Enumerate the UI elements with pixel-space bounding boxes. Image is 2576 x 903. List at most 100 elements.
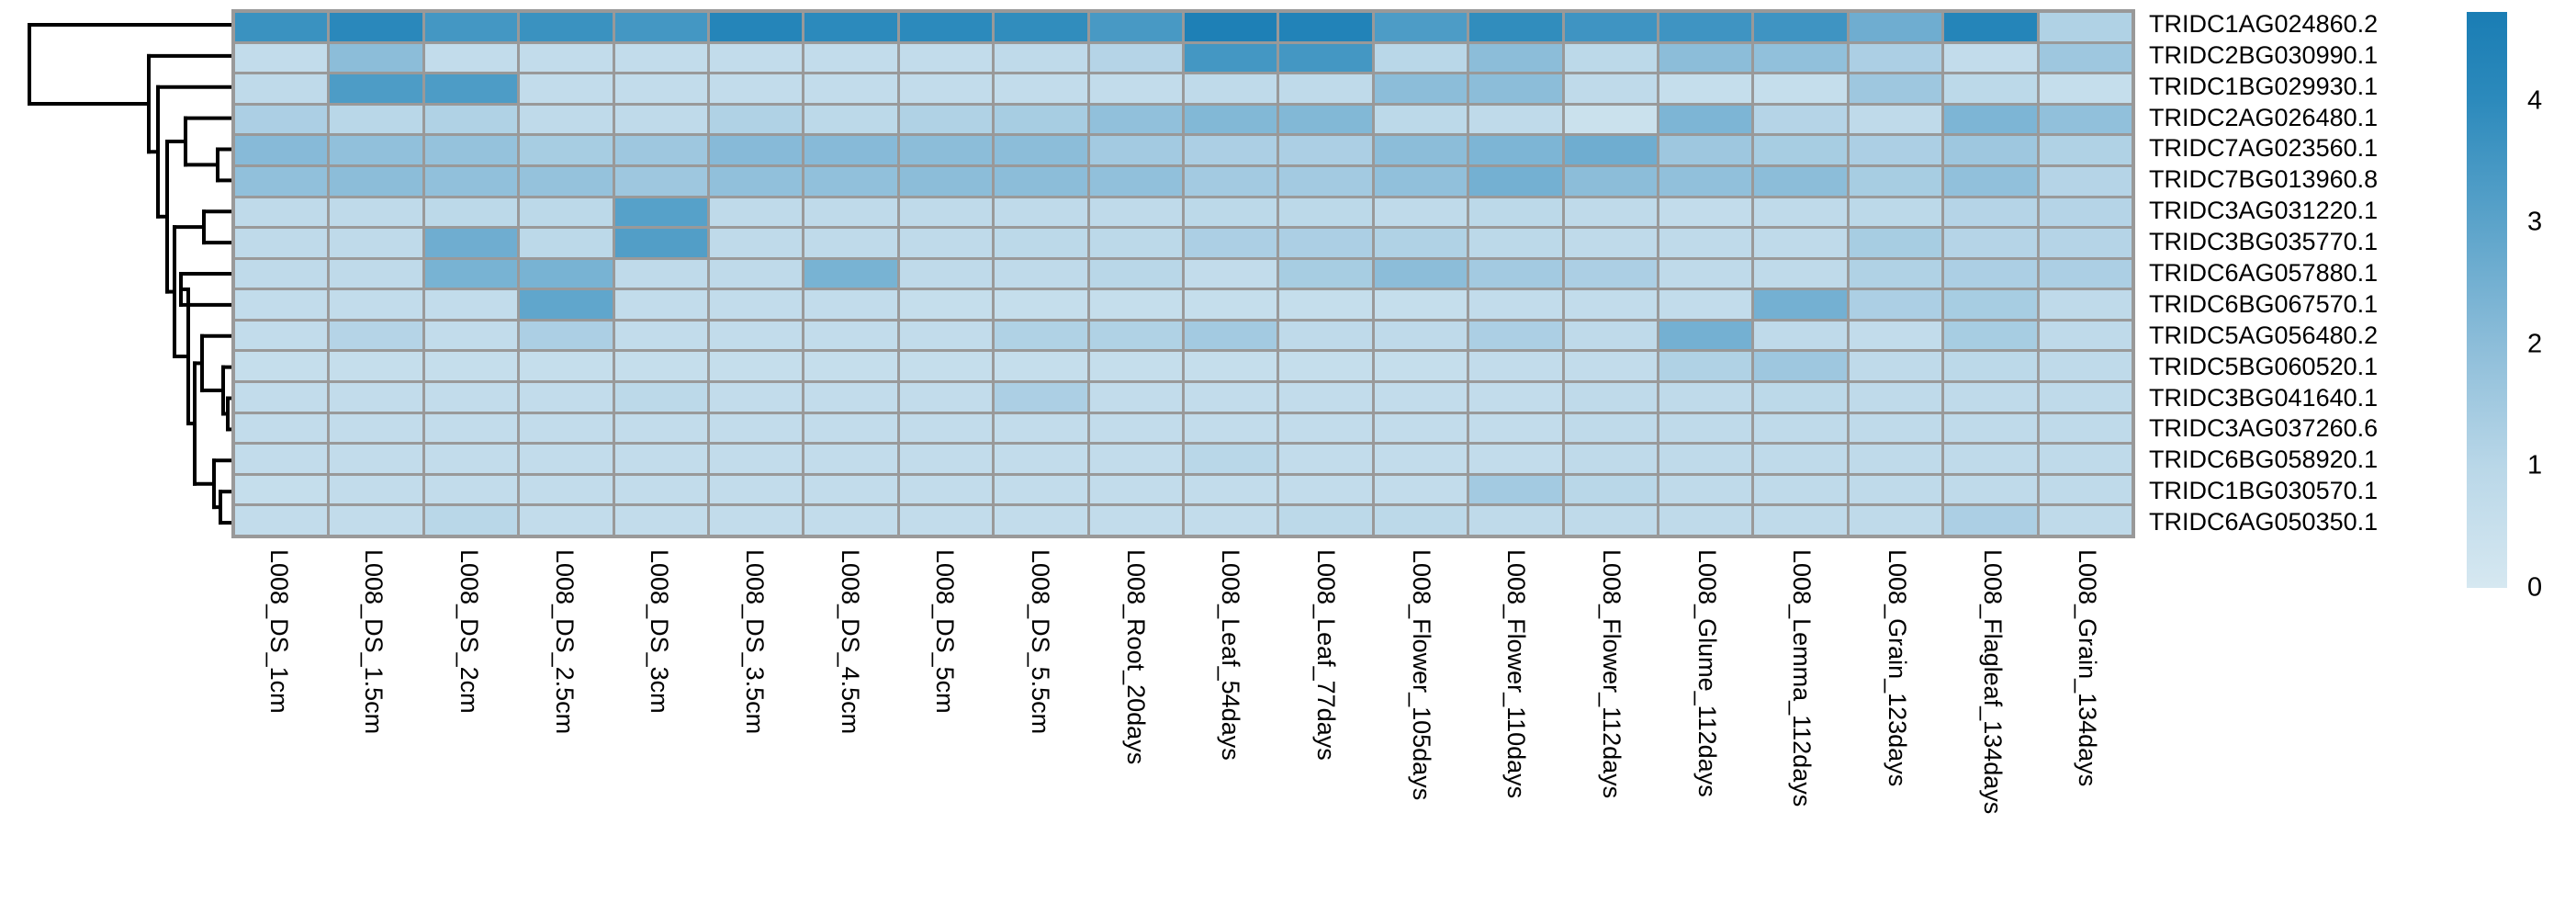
heatmap-cell xyxy=(804,413,897,443)
colorbar-tick-label: 3 xyxy=(2527,207,2543,237)
column-label: L008_DS_1cm xyxy=(264,549,293,714)
expression-heatmap xyxy=(231,9,2135,538)
heatmap-cell xyxy=(614,198,707,227)
heatmap-cell xyxy=(520,506,613,535)
heatmap-cell xyxy=(330,475,422,504)
heatmap-cell xyxy=(995,383,1087,412)
heatmap-cell xyxy=(520,74,613,103)
heatmap-cell xyxy=(1279,383,1372,412)
heatmap-cell xyxy=(614,74,707,103)
heatmap-cell xyxy=(520,136,613,164)
heatmap-cell xyxy=(1185,352,1277,381)
heatmap-cell xyxy=(1089,13,1182,41)
column-label: L008_DS_2cm xyxy=(456,549,484,714)
heatmap-cell xyxy=(710,105,803,134)
heatmap-cell xyxy=(804,166,897,196)
heatmap-cell xyxy=(1754,229,1847,257)
heatmap-cell xyxy=(1279,445,1372,473)
heatmap-cell xyxy=(1849,198,1942,227)
heatmap-cell xyxy=(614,352,707,381)
heatmap-cell xyxy=(1374,352,1468,381)
colorbar-tick-label: 4 xyxy=(2527,85,2543,116)
heatmap-cell xyxy=(899,383,993,412)
heatmap-cell xyxy=(1374,259,1468,288)
heatmap-cell xyxy=(614,290,707,319)
row-label: TRIDC6AG057880.1 xyxy=(2149,258,2379,287)
heatmap-cell xyxy=(1374,506,1468,535)
row-label: TRIDC6BG058920.1 xyxy=(2149,446,2379,474)
heatmap-cell xyxy=(1564,475,1657,504)
heatmap-cell xyxy=(2039,445,2132,473)
heatmap-cell xyxy=(1659,475,1752,504)
heatmap-cell xyxy=(424,136,518,164)
heatmap-cell xyxy=(1469,506,1562,535)
heatmap-cell xyxy=(1374,166,1468,196)
heatmap-cell xyxy=(424,166,518,196)
heatmap-cell xyxy=(1279,198,1372,227)
heatmap-cell xyxy=(710,229,803,257)
heatmap-cell xyxy=(520,43,613,73)
heatmap-cell xyxy=(1469,321,1562,350)
heatmap-cell xyxy=(899,475,993,504)
heatmap-cell xyxy=(1185,475,1277,504)
heatmap-cell xyxy=(424,506,518,535)
heatmap-cell xyxy=(1564,43,1657,73)
heatmap-cell xyxy=(2039,383,2132,412)
heatmap-cell xyxy=(995,43,1087,73)
heatmap-cell xyxy=(1754,105,1847,134)
heatmap-cell xyxy=(1944,43,2037,73)
heatmap-cell xyxy=(995,352,1087,381)
heatmap-cell xyxy=(2039,166,2132,196)
heatmap-cell xyxy=(1469,105,1562,134)
heatmap-cell xyxy=(2039,352,2132,381)
heatmap-cell xyxy=(1469,352,1562,381)
heatmap-cell xyxy=(1374,321,1468,350)
heatmap-cell xyxy=(2039,229,2132,257)
heatmap-cell xyxy=(1944,229,2037,257)
heatmap-cell xyxy=(1564,166,1657,196)
row-label: TRIDC2AG026480.1 xyxy=(2149,103,2379,131)
heatmap-cell xyxy=(1944,259,2037,288)
heatmap-cell xyxy=(235,445,328,473)
heatmap-cell xyxy=(1279,13,1372,41)
heatmap-cell xyxy=(2039,74,2132,103)
heatmap-cell xyxy=(804,290,897,319)
heatmap-cell xyxy=(710,259,803,288)
row-label: TRIDC1AG024860.2 xyxy=(2149,9,2379,38)
column-label: L008_Flower_105days xyxy=(1407,549,1435,801)
heatmap-cell xyxy=(424,198,518,227)
heatmap-cell xyxy=(899,198,993,227)
heatmap-cell xyxy=(520,445,613,473)
heatmap-cell xyxy=(1185,383,1277,412)
heatmap-cell xyxy=(235,166,328,196)
heatmap-cell xyxy=(520,105,613,134)
heatmap-cell xyxy=(235,290,328,319)
heatmap-cell xyxy=(330,105,422,134)
heatmap-cell xyxy=(1564,290,1657,319)
heatmap-cell xyxy=(614,445,707,473)
heatmap-cell xyxy=(1944,74,2037,103)
heatmap-cell xyxy=(710,74,803,103)
heatmap-cell xyxy=(1469,383,1562,412)
heatmap-cell xyxy=(1374,13,1468,41)
heatmap-cell xyxy=(1374,475,1468,504)
heatmap-cell xyxy=(1659,74,1752,103)
heatmap-cell xyxy=(2039,506,2132,535)
heatmap-cell xyxy=(1279,136,1372,164)
heatmap-cell xyxy=(424,445,518,473)
heatmap-cell xyxy=(330,413,422,443)
heatmap-cell xyxy=(1279,321,1372,350)
heatmap-cell xyxy=(2039,290,2132,319)
heatmap-cell xyxy=(1849,229,1942,257)
heatmap-cell xyxy=(2039,259,2132,288)
heatmap-cell xyxy=(1089,136,1182,164)
heatmap-cell xyxy=(1089,290,1182,319)
heatmap-cell xyxy=(710,136,803,164)
heatmap-cell xyxy=(235,321,328,350)
row-label: TRIDC5BG060520.1 xyxy=(2149,352,2379,380)
heatmap-cell xyxy=(1659,352,1752,381)
row-label: TRIDC3AG031220.1 xyxy=(2149,197,2379,225)
heatmap-cell xyxy=(995,475,1087,504)
heatmap-cell xyxy=(1374,445,1468,473)
heatmap-cell xyxy=(1469,166,1562,196)
